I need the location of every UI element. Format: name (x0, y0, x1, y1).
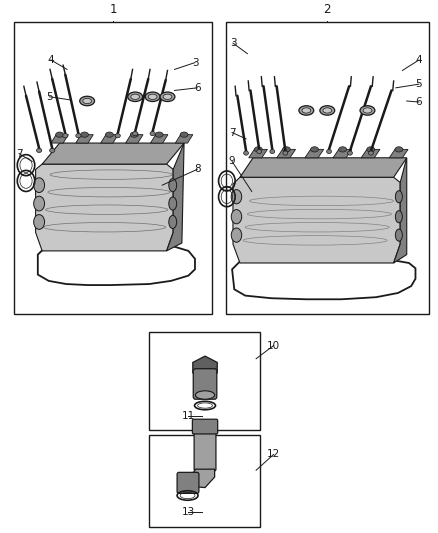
Ellipse shape (169, 215, 177, 229)
Ellipse shape (348, 151, 353, 155)
Ellipse shape (133, 132, 138, 136)
Polygon shape (51, 135, 68, 143)
Polygon shape (76, 135, 93, 143)
Ellipse shape (36, 148, 42, 152)
Text: 4: 4 (416, 55, 422, 65)
FancyBboxPatch shape (177, 472, 199, 494)
FancyBboxPatch shape (193, 369, 217, 399)
Ellipse shape (160, 92, 175, 101)
Ellipse shape (163, 94, 172, 100)
Text: 3: 3 (192, 58, 198, 68)
Ellipse shape (80, 96, 95, 106)
Ellipse shape (231, 190, 242, 204)
Polygon shape (126, 135, 143, 143)
Text: 4: 4 (48, 55, 54, 65)
Polygon shape (233, 177, 400, 263)
Ellipse shape (169, 179, 177, 192)
Polygon shape (35, 164, 173, 251)
Ellipse shape (131, 132, 138, 138)
Ellipse shape (244, 151, 248, 155)
Ellipse shape (323, 108, 332, 113)
Ellipse shape (231, 209, 242, 224)
Ellipse shape (148, 94, 157, 100)
Polygon shape (394, 158, 407, 263)
FancyBboxPatch shape (192, 419, 218, 434)
Polygon shape (181, 469, 215, 488)
Ellipse shape (254, 147, 262, 152)
Polygon shape (389, 149, 408, 158)
Polygon shape (249, 149, 268, 158)
Polygon shape (42, 143, 184, 164)
Text: 5: 5 (416, 79, 422, 89)
Polygon shape (150, 135, 168, 143)
Text: 5: 5 (46, 92, 53, 102)
Ellipse shape (270, 149, 275, 154)
Ellipse shape (363, 108, 372, 113)
Ellipse shape (150, 132, 155, 136)
Ellipse shape (302, 108, 311, 113)
Ellipse shape (395, 147, 403, 152)
Bar (149, 435, 261, 527)
Text: 8: 8 (194, 164, 201, 174)
Polygon shape (166, 143, 184, 251)
Text: 12: 12 (267, 449, 280, 459)
Ellipse shape (81, 132, 88, 138)
Text: 13: 13 (182, 507, 195, 518)
Polygon shape (175, 135, 193, 143)
Text: 7: 7 (16, 149, 22, 159)
Ellipse shape (396, 211, 403, 223)
Ellipse shape (283, 147, 290, 152)
Ellipse shape (34, 215, 45, 229)
Polygon shape (193, 356, 217, 379)
Text: 6: 6 (194, 83, 201, 93)
Polygon shape (333, 149, 352, 158)
Text: 1: 1 (110, 3, 117, 16)
Ellipse shape (257, 149, 261, 154)
Bar (149, 333, 261, 430)
Ellipse shape (155, 132, 163, 138)
Text: 6: 6 (416, 97, 422, 107)
Polygon shape (277, 149, 296, 158)
Ellipse shape (396, 229, 403, 241)
Ellipse shape (320, 106, 335, 115)
Polygon shape (361, 149, 380, 158)
Ellipse shape (231, 228, 242, 242)
Polygon shape (240, 158, 407, 177)
Ellipse shape (115, 134, 120, 138)
Text: 3: 3 (230, 38, 236, 48)
Ellipse shape (360, 106, 375, 115)
Ellipse shape (339, 147, 346, 152)
Ellipse shape (34, 196, 45, 211)
Polygon shape (305, 149, 324, 158)
Ellipse shape (169, 197, 177, 210)
Ellipse shape (195, 391, 215, 399)
Ellipse shape (368, 151, 373, 155)
Text: 7: 7 (229, 127, 235, 138)
Text: 11: 11 (182, 410, 195, 421)
Ellipse shape (145, 92, 160, 101)
Text: 10: 10 (267, 341, 280, 351)
Ellipse shape (311, 147, 318, 152)
Text: 2: 2 (324, 3, 331, 16)
Bar (226, 22, 428, 314)
Ellipse shape (180, 132, 188, 138)
Ellipse shape (56, 132, 64, 138)
Text: 9: 9 (229, 157, 235, 166)
Ellipse shape (106, 132, 113, 138)
Ellipse shape (63, 134, 68, 138)
Ellipse shape (128, 92, 143, 101)
FancyBboxPatch shape (194, 431, 216, 471)
Ellipse shape (76, 134, 81, 138)
Ellipse shape (83, 99, 92, 103)
Bar (14, 22, 212, 314)
Ellipse shape (367, 147, 374, 152)
Ellipse shape (131, 94, 140, 100)
Ellipse shape (49, 148, 55, 152)
Ellipse shape (396, 191, 403, 203)
Polygon shape (101, 135, 118, 143)
Ellipse shape (34, 178, 45, 192)
Ellipse shape (327, 149, 332, 154)
Ellipse shape (299, 106, 314, 115)
Ellipse shape (283, 151, 288, 155)
